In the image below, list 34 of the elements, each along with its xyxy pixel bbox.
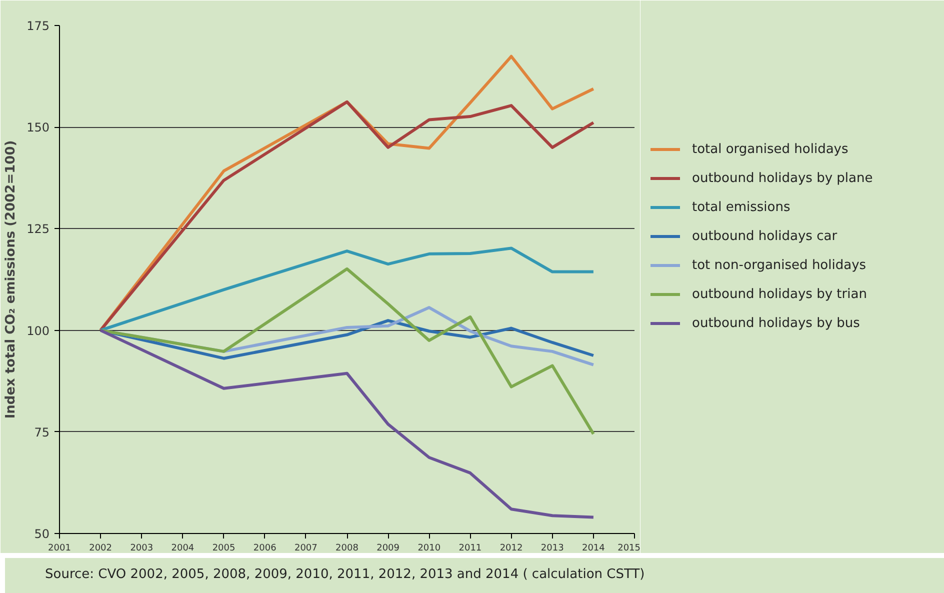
- legend-label: total emissions: [692, 200, 790, 214]
- x-tick-label: 2007: [294, 544, 318, 554]
- y-tick-label: 150: [26, 120, 50, 135]
- legend-label: outbound holidays by bus: [692, 316, 860, 330]
- line-series: [99, 100, 595, 332]
- line-series: [99, 267, 595, 436]
- y-axis-title: Index total CO₂ emissions (2002=100): [4, 140, 19, 419]
- y-tick-label: 175: [26, 19, 50, 33]
- y-tick-label: 75: [34, 425, 50, 440]
- x-tick-label: 2012: [500, 544, 523, 554]
- y-tick-label: 100: [26, 324, 50, 338]
- x-tick-label: 2002: [89, 544, 112, 554]
- y-tick-label: 125: [26, 222, 50, 236]
- x-tick-label: 2011: [458, 544, 482, 554]
- x-tick-label: 2015: [618, 544, 640, 554]
- source-note: Source: CVO 2002, 2005, 2008, 2009, 2010, 2011, 2012, 2013 and 2014 ( calculation CSTT): [45, 566, 645, 584]
- y-tick-label: 50: [34, 527, 50, 541]
- x-tick-label: 2001: [48, 544, 71, 554]
- x-tick-label: 2014: [582, 544, 606, 554]
- x-tick-label: 2004: [171, 544, 194, 554]
- x-tick-label: 2013: [540, 544, 564, 554]
- legend-label: tot non-organised holidays: [692, 258, 866, 272]
- x-tick-label: 2010: [418, 544, 441, 554]
- x-tick-label: 2003: [130, 544, 154, 554]
- legend-label: outbound holidays by plane: [692, 170, 873, 186]
- x-tick-label: 2008: [336, 544, 359, 554]
- x-tick-label: 2009: [376, 544, 400, 554]
- x-tick-label: 2006: [253, 544, 277, 554]
- legend-label: outbound holidays by trian: [692, 286, 867, 302]
- legend-label: total organised holidays: [692, 142, 848, 156]
- x-tick-label: 2005: [212, 544, 236, 554]
- line-series: [99, 328, 595, 519]
- line-series: [99, 246, 595, 332]
- legend-label: outbound holidays car: [692, 228, 838, 244]
